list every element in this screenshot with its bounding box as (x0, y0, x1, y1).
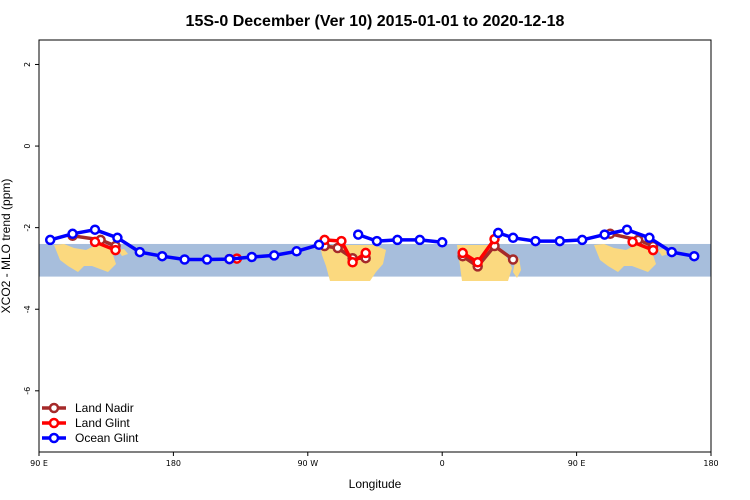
land-australia-east (594, 244, 656, 272)
x-tick-label: 90 W (297, 459, 318, 468)
data-point (110, 244, 121, 256)
data-point (360, 247, 371, 259)
data-point (371, 235, 383, 247)
data-point (436, 237, 448, 248)
data-point (291, 246, 302, 257)
land-islands-east (658, 249, 668, 256)
x-tick-label: 90 E (568, 459, 586, 468)
y-tick-label: 2 (23, 62, 32, 67)
plot-area (39, 224, 711, 281)
x-axis: 90 E 180 90 W 0 90 E 180 (30, 452, 719, 468)
legend-marker (48, 402, 60, 414)
data-point (599, 229, 610, 240)
plot-frame (38, 39, 712, 453)
data-point (313, 239, 325, 251)
data-point (201, 254, 213, 265)
chart-title: 15S-0 December (Ver 10) 2015-01-01 to 20… (186, 13, 565, 30)
legend-marker (48, 417, 60, 429)
x-axis-label: Longitude (349, 477, 402, 491)
data-point (507, 254, 519, 265)
data-point (688, 250, 700, 262)
series-land-glint (89, 233, 659, 268)
series-line (324, 238, 367, 265)
data-point (507, 232, 519, 244)
legend-marker (48, 432, 60, 444)
data-point (666, 246, 678, 258)
data-point (89, 224, 101, 235)
land-australia-west (54, 244, 116, 272)
data-point (472, 257, 483, 268)
y-tick-label: -6 (23, 387, 32, 395)
data-point (246, 251, 258, 263)
y-axis-label: XCO2 - MLO trend (ppm) (0, 179, 13, 314)
x-tick-label: 180 (166, 459, 181, 468)
data-point (134, 246, 146, 258)
data-point (492, 227, 504, 239)
y-axis: 2 0 -2 -4 -6 (23, 62, 39, 395)
data-point (647, 244, 659, 256)
data-point (44, 234, 56, 246)
series-line (497, 227, 695, 258)
x-tick-label: 180 (703, 459, 718, 468)
data-point (352, 229, 364, 240)
data-point (224, 253, 235, 265)
legend-label: Land Nadir (75, 401, 134, 415)
series-line (461, 244, 515, 269)
data-point (457, 247, 468, 259)
data-point (336, 235, 347, 247)
data-point (621, 224, 633, 235)
data-point (392, 234, 403, 246)
data-point (67, 228, 78, 240)
data-point (156, 250, 168, 262)
data-point (89, 236, 101, 248)
data-point (627, 236, 638, 248)
data-point (112, 232, 123, 244)
data-point (644, 232, 655, 244)
legend-item: Ocean Glint (42, 431, 139, 445)
y-tick-label: 0 (23, 144, 32, 149)
data-point (576, 234, 588, 246)
legend-item: Land Glint (42, 416, 130, 430)
x-tick-label: 90 E (30, 459, 48, 468)
legend-label: Ocean Glint (75, 431, 139, 445)
legend-label: Land Glint (75, 416, 130, 430)
series-layer (44, 224, 700, 272)
legend-item: Land Nadir (42, 401, 134, 415)
land-africa (457, 245, 512, 281)
data-point (179, 254, 190, 265)
y-tick-label: -2 (23, 224, 32, 232)
x-tick-label: 0 (440, 459, 445, 468)
y-tick-label: -4 (23, 305, 32, 313)
data-point (554, 235, 566, 247)
data-point (268, 250, 280, 261)
data-point (347, 257, 358, 268)
data-point (530, 235, 541, 247)
data-point (414, 234, 426, 246)
series-ocean-glint (44, 224, 700, 265)
